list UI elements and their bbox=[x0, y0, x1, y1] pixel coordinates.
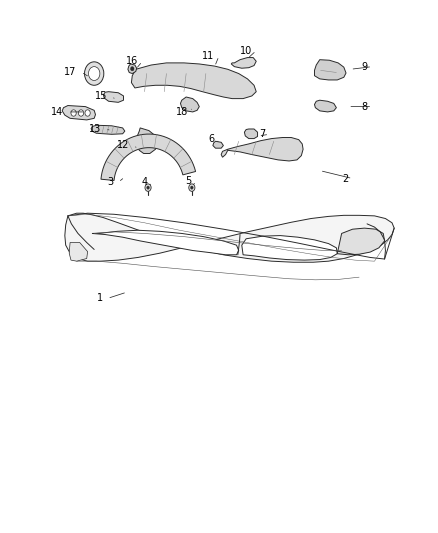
Polygon shape bbox=[314, 100, 336, 112]
Text: 1: 1 bbox=[97, 294, 103, 303]
Polygon shape bbox=[180, 97, 199, 112]
Text: 12: 12 bbox=[117, 140, 129, 150]
Text: 9: 9 bbox=[362, 62, 368, 71]
Text: 8: 8 bbox=[362, 102, 368, 111]
Circle shape bbox=[191, 186, 193, 189]
Text: 18: 18 bbox=[176, 107, 188, 117]
Polygon shape bbox=[242, 236, 337, 260]
Text: 7: 7 bbox=[259, 130, 265, 139]
Text: 10: 10 bbox=[240, 46, 252, 55]
Text: 16: 16 bbox=[126, 56, 138, 66]
Polygon shape bbox=[221, 138, 303, 161]
Circle shape bbox=[147, 186, 149, 189]
Polygon shape bbox=[137, 128, 157, 154]
Circle shape bbox=[145, 184, 151, 191]
Polygon shape bbox=[231, 58, 256, 68]
Text: 17: 17 bbox=[64, 67, 77, 77]
Polygon shape bbox=[65, 213, 394, 262]
Polygon shape bbox=[91, 125, 125, 134]
Text: 15: 15 bbox=[95, 91, 107, 101]
Polygon shape bbox=[69, 243, 88, 261]
Polygon shape bbox=[213, 141, 223, 148]
Text: 2: 2 bbox=[342, 174, 348, 183]
Circle shape bbox=[131, 67, 134, 71]
Polygon shape bbox=[101, 134, 196, 181]
Text: 14: 14 bbox=[51, 107, 64, 117]
Polygon shape bbox=[128, 64, 137, 74]
Polygon shape bbox=[92, 230, 239, 255]
Polygon shape bbox=[337, 228, 385, 255]
Circle shape bbox=[85, 110, 90, 116]
Circle shape bbox=[85, 62, 104, 85]
Circle shape bbox=[71, 110, 76, 116]
Circle shape bbox=[78, 110, 84, 116]
Text: 6: 6 bbox=[208, 134, 215, 143]
Text: 13: 13 bbox=[88, 124, 101, 134]
Text: 3: 3 bbox=[108, 177, 114, 187]
Polygon shape bbox=[103, 92, 124, 102]
Text: 11: 11 bbox=[202, 51, 215, 61]
Text: 4: 4 bbox=[142, 177, 148, 187]
Polygon shape bbox=[244, 129, 258, 139]
Circle shape bbox=[88, 67, 100, 80]
Polygon shape bbox=[62, 106, 95, 120]
Polygon shape bbox=[314, 60, 346, 80]
Polygon shape bbox=[131, 63, 256, 99]
Text: 5: 5 bbox=[186, 176, 192, 186]
Circle shape bbox=[189, 184, 195, 191]
